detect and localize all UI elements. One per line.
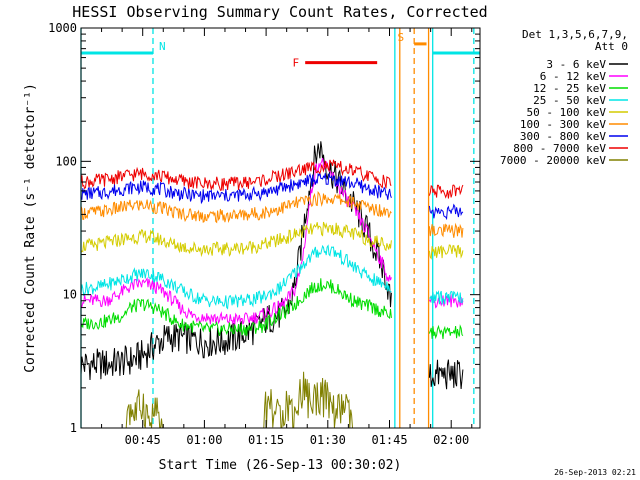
series-line [80,159,464,199]
series-line [80,191,464,238]
x-tick-label: 01:30 [310,433,346,447]
y-tick-label: 10 [63,288,77,302]
legend-entry-label: 100 - 300 keV [520,118,606,131]
x-tick-label: 01:45 [371,433,407,447]
legend-header-line-2: Att 0 [595,40,628,53]
legend-entry-label: 300 - 800 keV [520,130,606,143]
x-tick-label: 01:15 [248,433,284,447]
legend-entry-label: 6 - 12 keV [540,70,607,83]
series-line [80,221,464,260]
series-line [80,172,464,221]
legend-entry-label: 800 - 7000 keV [513,142,606,155]
y-tick-label: 1000 [48,21,77,35]
annotation-layer: N F S [81,31,480,70]
legend-entry-label: 50 - 100 keV [527,106,607,119]
chart-title: HESSI Observing Summary Count Rates, Cor… [72,3,487,21]
x-tick-label: 00:45 [125,433,161,447]
legend-header-line-1: Det 1,3,5,6,7,9, [522,28,628,41]
legend-entry-label: 7000 - 20000 keV [500,154,606,167]
legend-entry-label: 25 - 50 keV [533,94,606,107]
axis-ticks: 1 10 100 1000 00:45 01:00 01:15 01:30 01:45 02:00 [48,21,480,447]
y-axis-label: Corrected Count Rate (s⁻¹ detector⁻¹) [23,83,38,373]
y-tick-label: 100 [55,154,77,168]
annotation-label: S [398,31,405,44]
y-tick-label: 1 [70,421,77,435]
series-layer [80,141,464,429]
plot-frame [80,27,481,429]
legend-entry-label: 3 - 6 keV [546,58,606,71]
annotation-label: F [293,57,300,70]
series-line [80,141,464,390]
footer-timestamp: 26-Sep-2013 02:21 [554,468,636,477]
series-line [80,278,464,340]
legend-entry-label: 12 - 25 keV [533,82,606,95]
x-axis-label: Start Time (26-Sep-13 00:30:02) [159,458,402,473]
x-tick-label: 01:00 [186,433,222,447]
x-tick-label: 02:00 [433,433,469,447]
annotation-label: N [159,40,166,53]
series-line [80,244,464,310]
series-line [80,157,464,325]
